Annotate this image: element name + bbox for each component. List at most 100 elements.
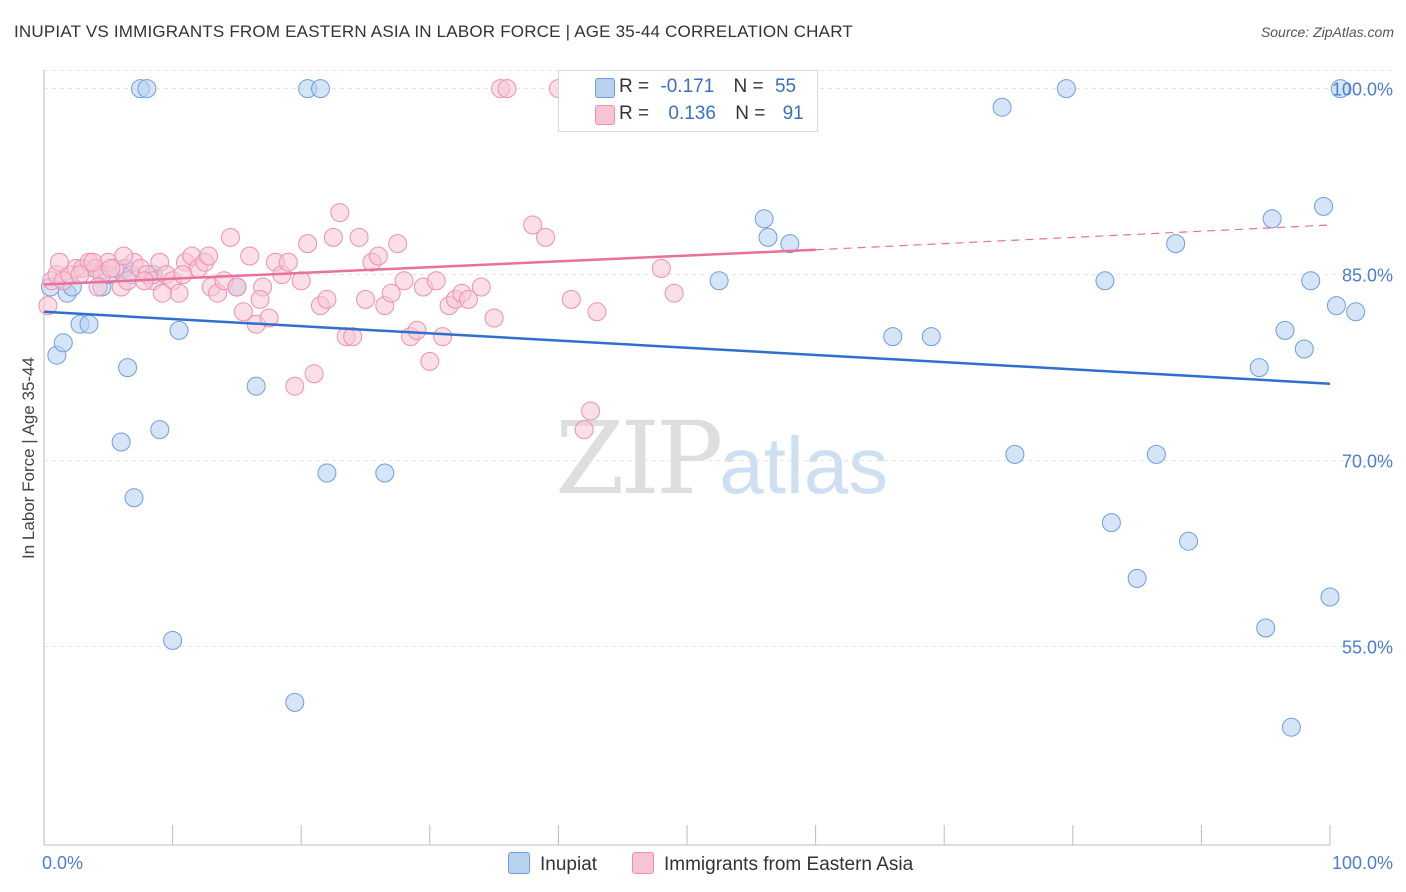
data-point-eastern-asia <box>420 351 440 371</box>
bottom-legend-swatch-inupiat <box>508 852 530 874</box>
data-point-inupiat <box>1281 717 1301 737</box>
data-point-eastern-asia <box>664 283 684 303</box>
data-point-eastern-asia <box>323 227 343 247</box>
bottom-legend-inupiat: Inupiat <box>508 852 597 876</box>
data-point-eastern-asia <box>458 289 478 309</box>
data-point-eastern-asia <box>220 227 240 247</box>
trend-lines <box>43 224 1331 385</box>
data-point-inupiat <box>137 79 157 99</box>
data-point-inupiat <box>246 376 266 396</box>
x-tick-label: 0.0% <box>42 853 83 873</box>
data-point-eastern-asia <box>356 289 375 309</box>
data-point-eastern-asia <box>368 246 388 266</box>
data-point-inupiat <box>124 488 144 508</box>
data-point-inupiat <box>1346 302 1366 322</box>
inupiat-points <box>40 79 1366 737</box>
data-point-inupiat <box>883 327 903 347</box>
data-point-eastern-asia <box>561 289 581 309</box>
data-point-inupiat <box>754 209 774 229</box>
data-point-eastern-asia <box>471 277 491 297</box>
data-point-eastern-asia <box>304 364 324 384</box>
data-point-eastern-asia <box>173 265 193 285</box>
data-point-eastern-asia <box>587 302 607 322</box>
data-point-inupiat <box>118 358 138 378</box>
data-point-inupiat <box>1056 79 1076 99</box>
bottom-legend-label-inupiat: Inupiat <box>540 854 598 875</box>
data-point-inupiat <box>709 271 729 291</box>
data-point-eastern-asia <box>343 327 363 347</box>
data-point-eastern-asia <box>433 327 453 347</box>
data-point-eastern-asia <box>38 296 58 316</box>
data-point-inupiat <box>1256 618 1276 638</box>
legend-row-eastern-asia: R = 0.136 N = 91 <box>595 102 804 126</box>
data-point-eastern-asia <box>407 320 427 340</box>
data-point-eastern-asia <box>114 246 134 266</box>
data-point-inupiat <box>1005 444 1025 464</box>
data-point-inupiat <box>758 227 778 247</box>
tick-labels: 55.0% 70.0% 85.0% 100.0% 0.0% 100.0% In Labor … <box>19 80 1393 873</box>
data-point-eastern-asia <box>330 203 350 223</box>
legend-r-label: R = <box>619 76 650 97</box>
legend-box: R = -0.171 N = 55 R = 0.136 N = 91 <box>558 70 818 132</box>
watermark: ZIPatlas <box>555 400 888 517</box>
data-point-inupiat <box>1330 79 1350 99</box>
trend-line-inupiat <box>43 310 1331 385</box>
data-point-inupiat <box>1095 271 1115 291</box>
legend-n-value-inupiat: 55 <box>774 76 797 97</box>
data-point-eastern-asia <box>83 252 103 272</box>
legend-swatch-inupiat <box>595 78 615 98</box>
data-point-inupiat <box>1301 271 1321 291</box>
data-point-eastern-asia <box>199 246 219 266</box>
data-point-inupiat <box>921 327 941 347</box>
data-point-inupiat <box>1127 568 1147 588</box>
data-point-eastern-asia <box>227 277 247 297</box>
data-point-eastern-asia <box>250 289 270 309</box>
legend-n-label: N = <box>733 76 764 97</box>
data-point-inupiat <box>1249 358 1269 378</box>
data-point-inupiat <box>375 463 395 483</box>
data-point-inupiat <box>1101 513 1121 533</box>
data-point-eastern-asia <box>152 283 172 303</box>
data-point-inupiat <box>53 333 73 353</box>
data-point-inupiat <box>169 320 189 340</box>
data-point-inupiat <box>150 420 170 440</box>
data-point-eastern-asia <box>259 308 279 328</box>
y-axis-title: In Labor Force | Age 35-44 <box>19 357 38 559</box>
watermark-zip: ZIP <box>555 400 723 517</box>
y-tick-label: 85.0% <box>1342 266 1393 286</box>
data-point-eastern-asia <box>101 258 121 278</box>
data-point-eastern-asia <box>651 258 671 278</box>
trend-line-eastern-asia-extension <box>815 224 1331 251</box>
data-point-inupiat <box>163 630 183 650</box>
data-point-inupiat <box>992 97 1012 117</box>
data-point-eastern-asia <box>394 271 414 291</box>
data-point-eastern-asia <box>349 227 369 247</box>
y-tick-label: 100.0% <box>1332 80 1393 100</box>
watermark-atlas: atlas <box>719 421 889 510</box>
legend-swatch-eastern-asia <box>595 105 615 125</box>
data-point-eastern-asia <box>240 246 260 266</box>
bottom-legend-swatch-eastern-asia <box>632 852 654 874</box>
data-point-eastern-asia <box>484 308 504 328</box>
bottom-legend-eastern-asia: Immigrants from Eastern Asia <box>632 852 913 876</box>
data-point-eastern-asia <box>298 234 318 254</box>
eastern-asia-points <box>38 79 684 440</box>
grid-lines <box>44 70 1392 648</box>
data-point-eastern-asia <box>233 302 253 322</box>
data-point-inupiat <box>780 234 800 254</box>
legend-r-label: R = <box>619 103 650 124</box>
data-point-eastern-asia <box>523 215 543 235</box>
trend-line-eastern-asia <box>43 248 816 286</box>
y-tick-label: 70.0% <box>1342 452 1393 472</box>
data-point-inupiat <box>111 432 131 452</box>
data-point-inupiat <box>1262 209 1282 229</box>
data-point-eastern-asia <box>574 420 594 440</box>
data-point-eastern-asia <box>581 401 601 421</box>
legend-row-inupiat: R = -0.171 N = 55 <box>595 75 797 99</box>
data-point-eastern-asia <box>426 271 446 291</box>
data-point-inupiat <box>1166 234 1186 254</box>
data-point-inupiat <box>285 692 305 712</box>
axes <box>43 70 1331 846</box>
data-point-eastern-asia <box>285 376 305 396</box>
